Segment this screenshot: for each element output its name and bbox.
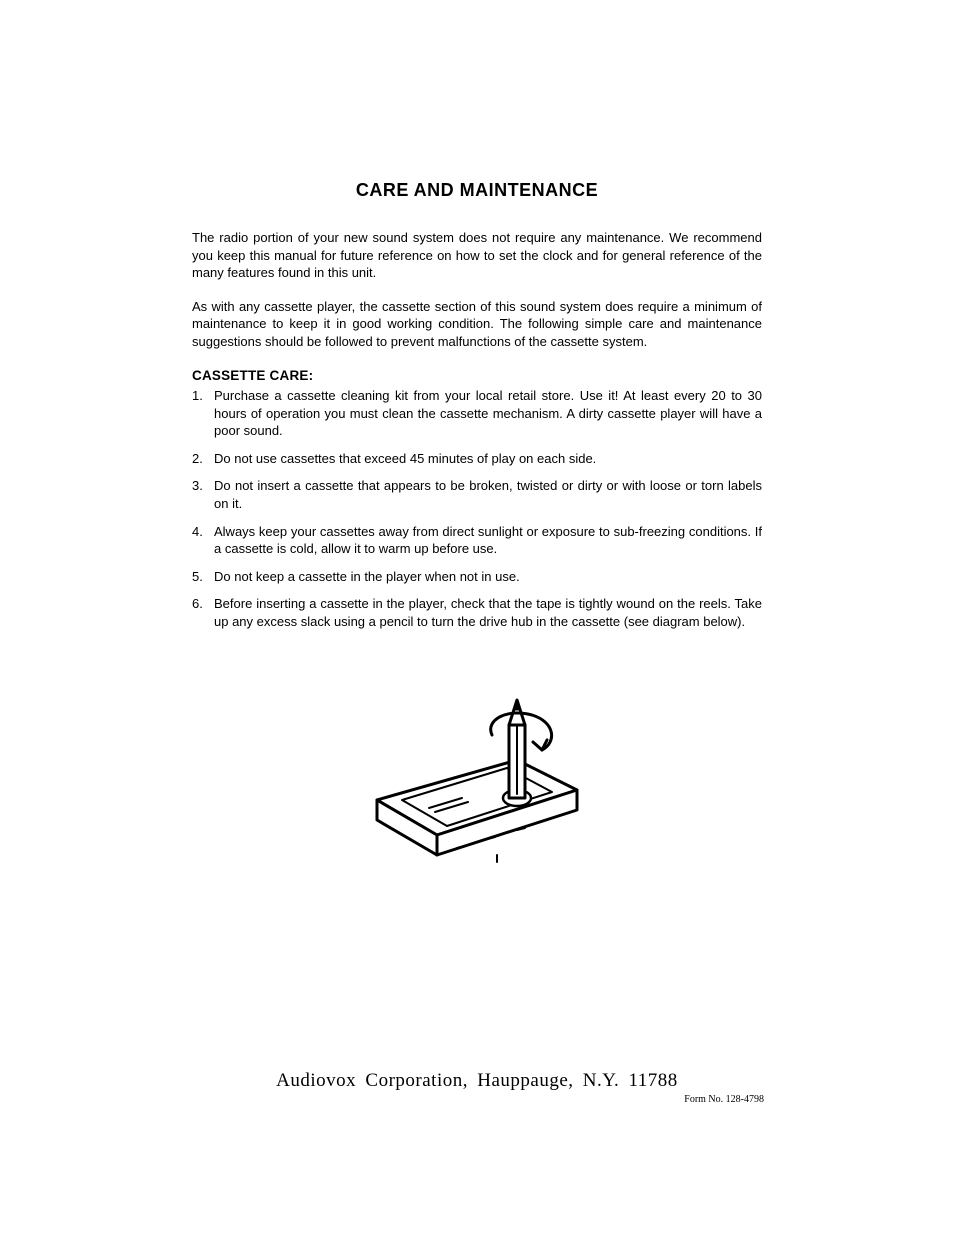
list-item: Always keep your cassettes away from dir…: [192, 523, 762, 558]
page-footer: Audiovox Corporation, Hauppauge, N.Y. 11…: [0, 1070, 954, 1105]
cassette-care-list: Purchase a cassette cleaning kit from yo…: [192, 387, 762, 630]
list-item: Before inserting a cassette in the playe…: [192, 595, 762, 630]
intro-paragraph-2: As with any cassette player, the cassett…: [192, 298, 762, 351]
list-item: Do not use cassettes that exceed 45 minu…: [192, 450, 762, 468]
content-column: CARE AND MAINTENANCE The radio portion o…: [192, 180, 762, 885]
footer-form-number: Form No. 128-4798: [0, 1094, 954, 1105]
section-heading-cassette-care: CASSETTE CARE:: [192, 368, 762, 383]
list-item: Do not keep a cassette in the player whe…: [192, 568, 762, 586]
list-item: Purchase a cassette cleaning kit from yo…: [192, 387, 762, 440]
diagram-container: [192, 670, 762, 885]
footer-company: Audiovox Corporation, Hauppauge, N.Y. 11…: [0, 1070, 954, 1092]
intro-paragraph-1: The radio portion of your new sound syst…: [192, 229, 762, 282]
page-title: CARE AND MAINTENANCE: [192, 180, 762, 201]
page: CARE AND MAINTENANCE The radio portion o…: [0, 0, 954, 1235]
cassette-pencil-diagram: [347, 670, 607, 880]
list-item: Do not insert a cassette that appears to…: [192, 477, 762, 512]
